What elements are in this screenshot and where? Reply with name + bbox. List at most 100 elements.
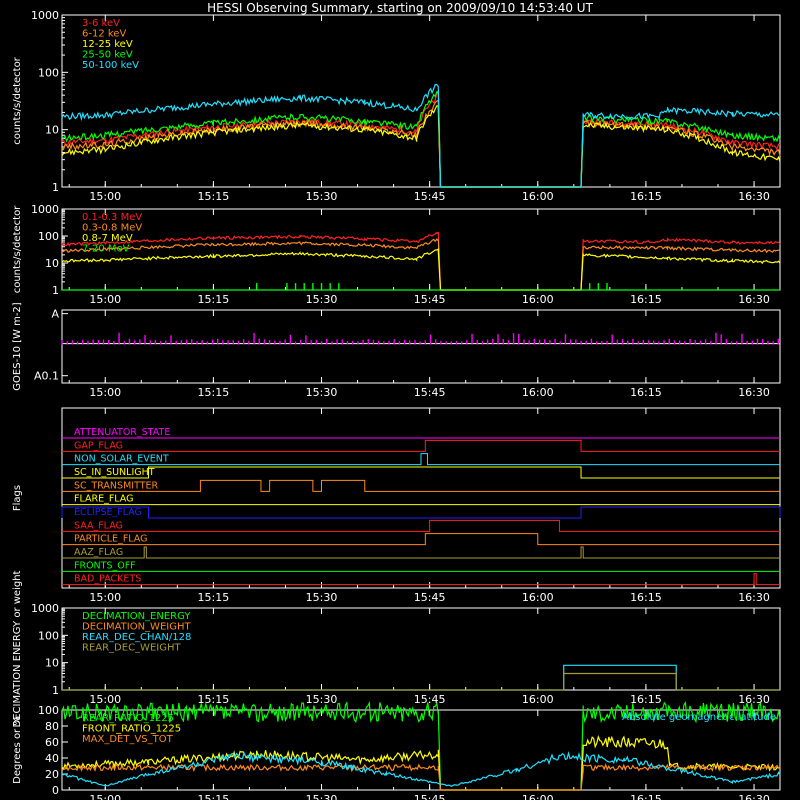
- flag-label: BAD_PACKETS: [74, 574, 141, 585]
- x-tick-label: 15:15: [198, 293, 230, 306]
- x-tick-label: 15:30: [306, 190, 338, 203]
- y-tick-label: 1000: [31, 203, 59, 216]
- series-line: [61, 700, 781, 791]
- legend-entry: 7-20 MeV: [82, 244, 130, 255]
- legend-entry: DECIMATION_WEIGHT: [82, 622, 191, 633]
- x-tick-label: 16:15: [630, 190, 662, 203]
- flag-line: [62, 439, 780, 452]
- flag-label: FRONTS_OFF: [74, 560, 136, 571]
- legend-entry: REAR_DEC_WEIGHT: [82, 643, 181, 654]
- y-tick-label: 1: [52, 684, 59, 697]
- flag-label: ECLIPSE_FLAG: [74, 507, 142, 518]
- y-tick-label: 100: [38, 230, 59, 243]
- y-tick-label: A: [51, 308, 59, 321]
- flag-label: ATTENUATOR_STATE: [74, 427, 170, 438]
- y-tick-label: 80: [45, 720, 59, 733]
- x-tick-label: 15:45: [414, 190, 446, 203]
- y-axis-label: counts/s/detector: [12, 56, 23, 144]
- y-tick-label: 1: [52, 181, 59, 194]
- flag-label: FLARE_FLAG: [74, 494, 134, 505]
- y-tick-label: 20: [45, 768, 59, 781]
- y-tick-label: 1: [52, 284, 59, 297]
- x-tick-label: 15:45: [414, 293, 446, 306]
- x-tick-label: 16:15: [630, 693, 662, 706]
- y-axis-label: GOES-10 [W m-2]: [12, 302, 23, 390]
- x-tick-label: 15:00: [89, 591, 121, 604]
- flag-line: [62, 453, 780, 466]
- legend-entry: 50-100 keV: [82, 60, 139, 71]
- flag-line: [62, 573, 780, 586]
- y-tick-label: 100: [38, 66, 59, 79]
- x-tick-label: 16:30: [738, 293, 770, 306]
- series-line: [61, 105, 781, 188]
- legend-entry: REAR_DEC_CHAN/128: [82, 632, 191, 643]
- x-tick-label: 16:15: [630, 793, 662, 800]
- series-line: [61, 90, 781, 188]
- y-tick-label: 1000: [31, 9, 59, 22]
- flag-line: [62, 533, 780, 546]
- flag-line: [61, 506, 781, 519]
- y-axis-label: DECIMATION ENERGY or weight: [12, 570, 23, 727]
- y-tick-label: 10: [45, 257, 59, 270]
- series-line: [61, 734, 781, 791]
- flag-line: [62, 546, 780, 559]
- x-tick-label: 15:45: [414, 793, 446, 800]
- x-tick-label: 16:15: [630, 591, 662, 604]
- x-tick-label: 16:00: [522, 591, 554, 604]
- figure-title: HESSI Observing Summary, starting on 200…: [207, 1, 593, 15]
- legend-entry: MAX_DET_VS_TOT: [82, 734, 174, 745]
- flag-label: SC_TRANSMITTER: [74, 480, 159, 491]
- panels: 15:00 15:15 15:30 15:45 16:00 16:15 16:3011010…: [12, 9, 781, 800]
- x-tick-label: 16:30: [738, 386, 770, 399]
- x-tick-label: 16:00: [522, 190, 554, 203]
- x-tick-label: 16:15: [630, 386, 662, 399]
- x-tick-label: 15:45: [414, 591, 446, 604]
- y-tick-label: 10: [45, 124, 59, 137]
- x-tick-label: 15:15: [198, 190, 230, 203]
- y-tick-label: 40: [45, 752, 59, 765]
- series-line: [61, 762, 781, 791]
- x-tick-label: 16:30: [738, 693, 770, 706]
- y-tick-label: 10: [45, 657, 59, 670]
- x-tick-label: 16:30: [738, 591, 770, 604]
- flag-line: [62, 466, 780, 479]
- legend-entry: 0.8-7 MeV: [82, 233, 133, 244]
- y-tick-label: 100: [38, 629, 59, 642]
- x-tick-label: 15:45: [414, 693, 446, 706]
- flag-label: SAA_FLAG: [74, 520, 123, 531]
- flag-label: NON_SOLAR_EVENT: [74, 454, 169, 465]
- series-line: [61, 83, 781, 188]
- flag-label: AAZ_FLAG: [74, 547, 123, 558]
- series-line: [61, 248, 781, 291]
- series-line: [61, 750, 781, 788]
- x-tick-label: 15:00: [89, 386, 121, 399]
- legend-entry: REAR_RATIO_1225: [82, 713, 174, 724]
- x-tick-label: 15:30: [306, 386, 338, 399]
- x-tick-label: 16:00: [522, 293, 554, 306]
- x-tick-label: 15:15: [198, 591, 230, 604]
- panel-flags: 15:00 15:15 15:30 15:45 16:00 16:15 16:30 Flags…: [12, 407, 781, 604]
- plot-frame: [61, 309, 781, 384]
- annotation: Absolute geomagnetic latitude: [622, 712, 776, 723]
- plot-frame: [61, 14, 781, 188]
- panel-highenergy: 15:00 15:15 15:30 15:45 16:00 16:15 16:30 1 10 10…: [12, 203, 781, 306]
- y-tick-label: 100: [38, 704, 59, 717]
- x-tick-label: 16:00: [522, 386, 554, 399]
- x-tick-label: 15:00: [89, 293, 121, 306]
- legend-entry: FRONT_RATIO_1225: [82, 724, 181, 735]
- y-tick-label: 60: [45, 736, 59, 749]
- y-axis-label: Degrees or %: [12, 716, 23, 784]
- x-tick-label: 15:15: [198, 386, 230, 399]
- y-tick-label: 1000: [31, 602, 59, 615]
- x-tick-label: 15:30: [306, 793, 338, 800]
- flag-line: [62, 479, 780, 492]
- x-tick-label: 15:30: [306, 293, 338, 306]
- legend-entry: DECIMATION_ENERGY: [82, 611, 191, 622]
- plot-frame: [61, 709, 781, 791]
- legend-entry: 6-12 keV: [82, 29, 126, 40]
- x-tick-label: 16:00: [522, 693, 554, 706]
- x-tick-label: 15:30: [306, 591, 338, 604]
- x-tick-label: 15:00: [89, 190, 121, 203]
- flag-line: [62, 519, 780, 532]
